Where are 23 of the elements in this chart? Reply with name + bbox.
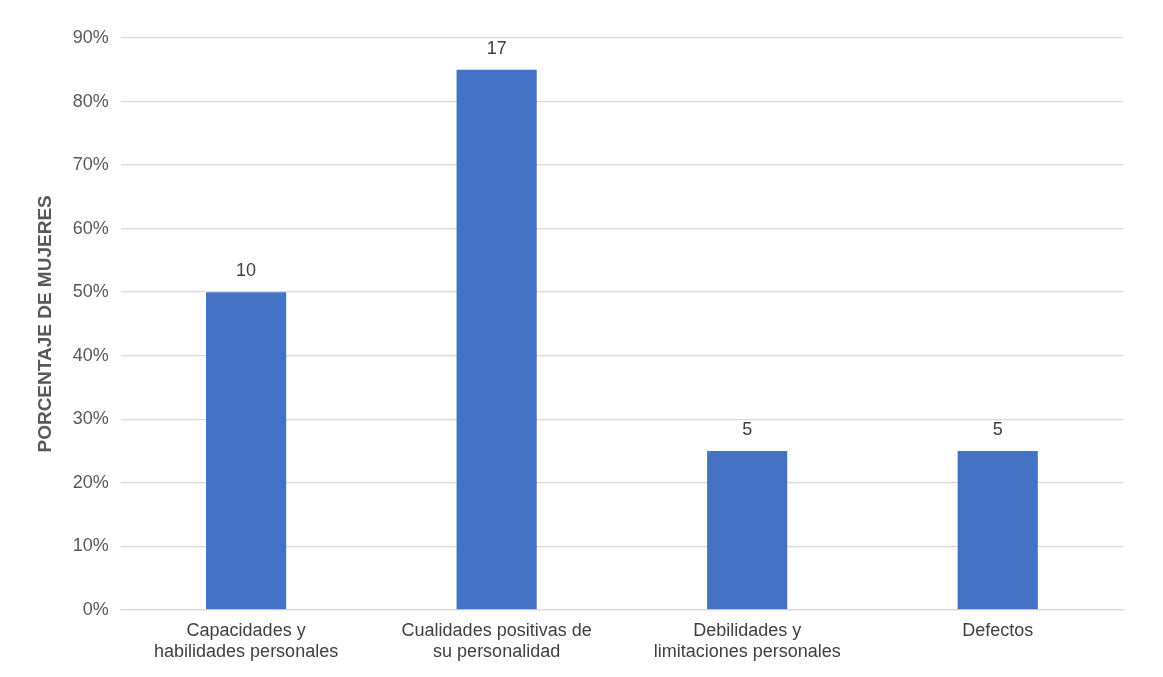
y-tick-label: 20% (72, 471, 109, 492)
bar (957, 450, 1038, 610)
annotation: 5 (742, 418, 753, 439)
y-tick-label: 60% (72, 217, 109, 238)
bar (456, 69, 537, 610)
x-tick-label: Cualidades positivas de su personalidad (401, 619, 592, 662)
x-tick-label: Debilidades y limitaciones personales (653, 619, 841, 662)
x-tick-label: Capacidades y habilidades personales (154, 619, 339, 662)
y-tick-label: 40% (72, 344, 109, 365)
bar (707, 450, 788, 610)
annotation: 5 (992, 418, 1003, 439)
y-tick-label: 0% (82, 598, 109, 619)
y-tick-label: 10% (72, 535, 109, 556)
y-tick-label: 70% (72, 154, 109, 175)
annotation: 17 (486, 37, 507, 58)
y-axis-title: PORCENTAJE DE MUJERES (33, 195, 55, 453)
bar (206, 292, 287, 610)
y-tick-label: 90% (72, 26, 109, 47)
annotation: 10 (236, 260, 257, 281)
x-tick-label: Defectos (962, 619, 1034, 640)
y-tick-label: 80% (72, 90, 109, 111)
y-tick-label: 30% (72, 408, 109, 429)
y-tick-label: 50% (72, 281, 109, 302)
